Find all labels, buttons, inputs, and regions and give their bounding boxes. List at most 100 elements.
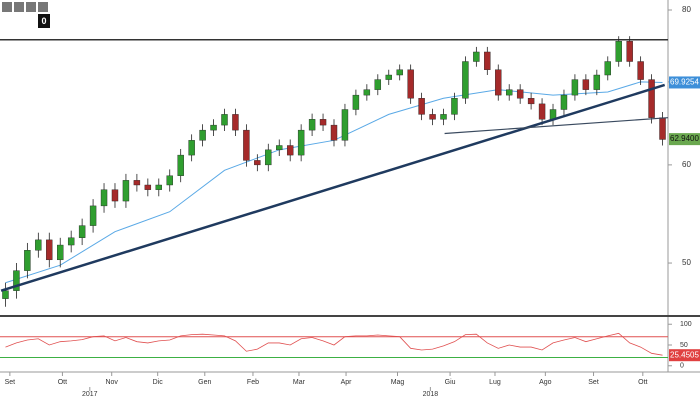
x-tick-label: Dic	[153, 379, 164, 386]
y-tick-label: 100	[680, 321, 692, 328]
candle-body	[111, 189, 119, 202]
candle-body	[648, 79, 655, 118]
x-tick-label: Nov	[105, 379, 118, 386]
candle-body	[604, 61, 611, 76]
x-tick-label: Ott	[638, 379, 647, 386]
candle-body	[626, 40, 633, 62]
y-tick-label: 50	[680, 342, 688, 349]
candle-body	[462, 61, 469, 99]
x-tick-label: Set	[588, 379, 599, 386]
x-tick-label: Ago	[539, 379, 552, 386]
candle-body	[538, 103, 546, 120]
candle-body	[418, 98, 425, 115]
x-tick-label: Mar	[293, 379, 306, 386]
oscillator-line	[5, 332, 663, 356]
x-tick-label: Apr	[341, 379, 353, 386]
candle-body	[330, 124, 338, 141]
candle-body	[659, 117, 666, 140]
candle-body	[451, 98, 458, 115]
x-tick-label: Giu	[445, 379, 456, 386]
candle-body	[352, 94, 360, 110]
candle-body	[2, 290, 9, 299]
candle-body	[516, 89, 524, 99]
x-tick-label: Ott	[58, 379, 67, 386]
candle-body	[265, 149, 272, 166]
year-label: 2017	[82, 391, 98, 398]
toolbar-badge: 0	[41, 16, 46, 26]
y-tick-label: 60	[682, 160, 691, 169]
candle-body	[506, 89, 513, 96]
candle-body	[177, 154, 184, 176]
candle-body	[24, 250, 31, 271]
moving-average	[5, 81, 663, 284]
candle-body	[363, 89, 371, 96]
last-value-label: 25.4505	[670, 350, 699, 359]
candle-body	[374, 79, 382, 90]
candle-body	[484, 51, 491, 70]
y-tick-label: 50	[682, 258, 691, 267]
candle-body	[232, 114, 239, 131]
tool-icon[interactable]	[38, 2, 48, 12]
candle-body	[243, 129, 250, 161]
candle-body	[122, 180, 130, 202]
candle-body	[188, 140, 195, 156]
x-tick-label: Mag	[391, 379, 405, 386]
candle-body	[571, 79, 579, 96]
candle-body	[297, 129, 305, 156]
candle-body	[473, 51, 480, 62]
candle-body	[582, 79, 590, 90]
candle-body	[319, 119, 327, 126]
last-value-box	[669, 349, 700, 362]
candle-body	[407, 69, 414, 99]
x-tick-label: Set	[5, 379, 16, 386]
tool-icon[interactable]	[2, 2, 12, 12]
last-value-box	[669, 76, 700, 89]
candle-body	[144, 184, 152, 190]
trend-line	[444, 117, 669, 135]
candle-body	[13, 270, 20, 291]
last-value-box	[669, 133, 700, 146]
candle-body	[385, 74, 392, 80]
candle-body	[440, 114, 447, 120]
candle-body	[100, 189, 108, 207]
candle-body	[286, 145, 294, 156]
candle-body	[495, 69, 502, 96]
candle-body	[46, 239, 53, 261]
candle-body	[166, 175, 173, 186]
y-tick-label: 80	[682, 5, 691, 14]
candle-body	[593, 74, 601, 90]
candle-body	[57, 244, 64, 261]
candle-body	[429, 114, 436, 120]
candle-body	[254, 160, 261, 166]
candle-body	[133, 180, 141, 186]
candle-body	[78, 225, 86, 238]
toolbar: 0	[2, 2, 50, 28]
x-tick-label: Gen	[198, 379, 211, 386]
x-tick-label: Lug	[489, 379, 501, 386]
candle-body	[199, 129, 206, 141]
x-tick-label: Feb	[247, 379, 259, 386]
candle-body	[308, 119, 316, 131]
candle-body	[221, 114, 228, 126]
last-value-label: 62.9400	[670, 134, 699, 143]
y-tick-label: 0	[680, 363, 684, 370]
tool-icon[interactable]	[14, 2, 24, 12]
candle-body	[341, 109, 349, 141]
candle-body	[89, 205, 97, 226]
year-label: 2018	[423, 391, 439, 398]
candle-body	[396, 69, 403, 76]
badge-box[interactable]	[38, 14, 50, 28]
tool-icon[interactable]	[26, 2, 36, 12]
candle-body	[527, 98, 535, 105]
candle-body	[637, 61, 644, 80]
trend-line	[0, 83, 666, 292]
last-value-label: 69.9254	[670, 78, 699, 87]
candle-body	[155, 184, 162, 190]
candle-body	[560, 94, 568, 110]
candle-body	[35, 239, 42, 251]
candle-body	[210, 124, 217, 131]
candle-body	[615, 40, 622, 62]
candle-body	[276, 145, 283, 151]
candle-body	[67, 237, 75, 246]
